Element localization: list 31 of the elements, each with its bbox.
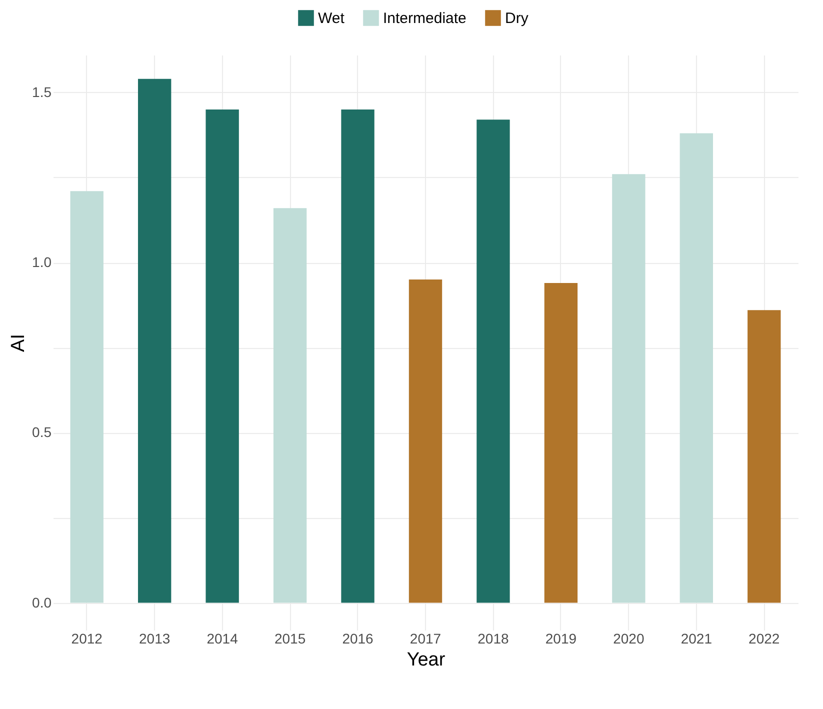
x-tick-label: 2014 [206, 630, 238, 646]
x-axis-title: Year [406, 650, 446, 670]
bar [341, 109, 374, 603]
x-tick-label: 2019 [545, 630, 577, 646]
bar [70, 191, 104, 603]
bar [544, 282, 578, 603]
y-tick-label: 1.0 [32, 254, 52, 270]
x-tick-label: 2022 [748, 630, 780, 646]
y-tick-label: 1.5 [32, 84, 52, 100]
legend-label: Dry [505, 10, 529, 27]
x-tick-label: 2021 [680, 630, 712, 646]
x-tick-label: 2015 [274, 630, 306, 646]
x-tick-label: 2013 [139, 630, 170, 646]
bar [748, 310, 781, 603]
y-tick-label: 0.0 [32, 594, 52, 610]
x-tick-label: 2016 [342, 630, 374, 646]
bar [138, 78, 172, 603]
legend-label: Wet [318, 10, 346, 27]
y-tick-label: 0.5 [32, 424, 52, 440]
x-tick-label: 2012 [71, 630, 103, 646]
x-tick-label: 2020 [613, 630, 644, 646]
bar [680, 133, 713, 603]
bar [476, 120, 510, 603]
x-tick-label: 2018 [478, 630, 510, 646]
bar [408, 280, 442, 603]
bar [273, 208, 307, 603]
y-axis-title: AI [8, 334, 30, 352]
bar [206, 109, 239, 603]
bar [612, 174, 646, 603]
x-tick-label: 2017 [410, 630, 442, 646]
legend-label: Intermediate [383, 10, 466, 27]
